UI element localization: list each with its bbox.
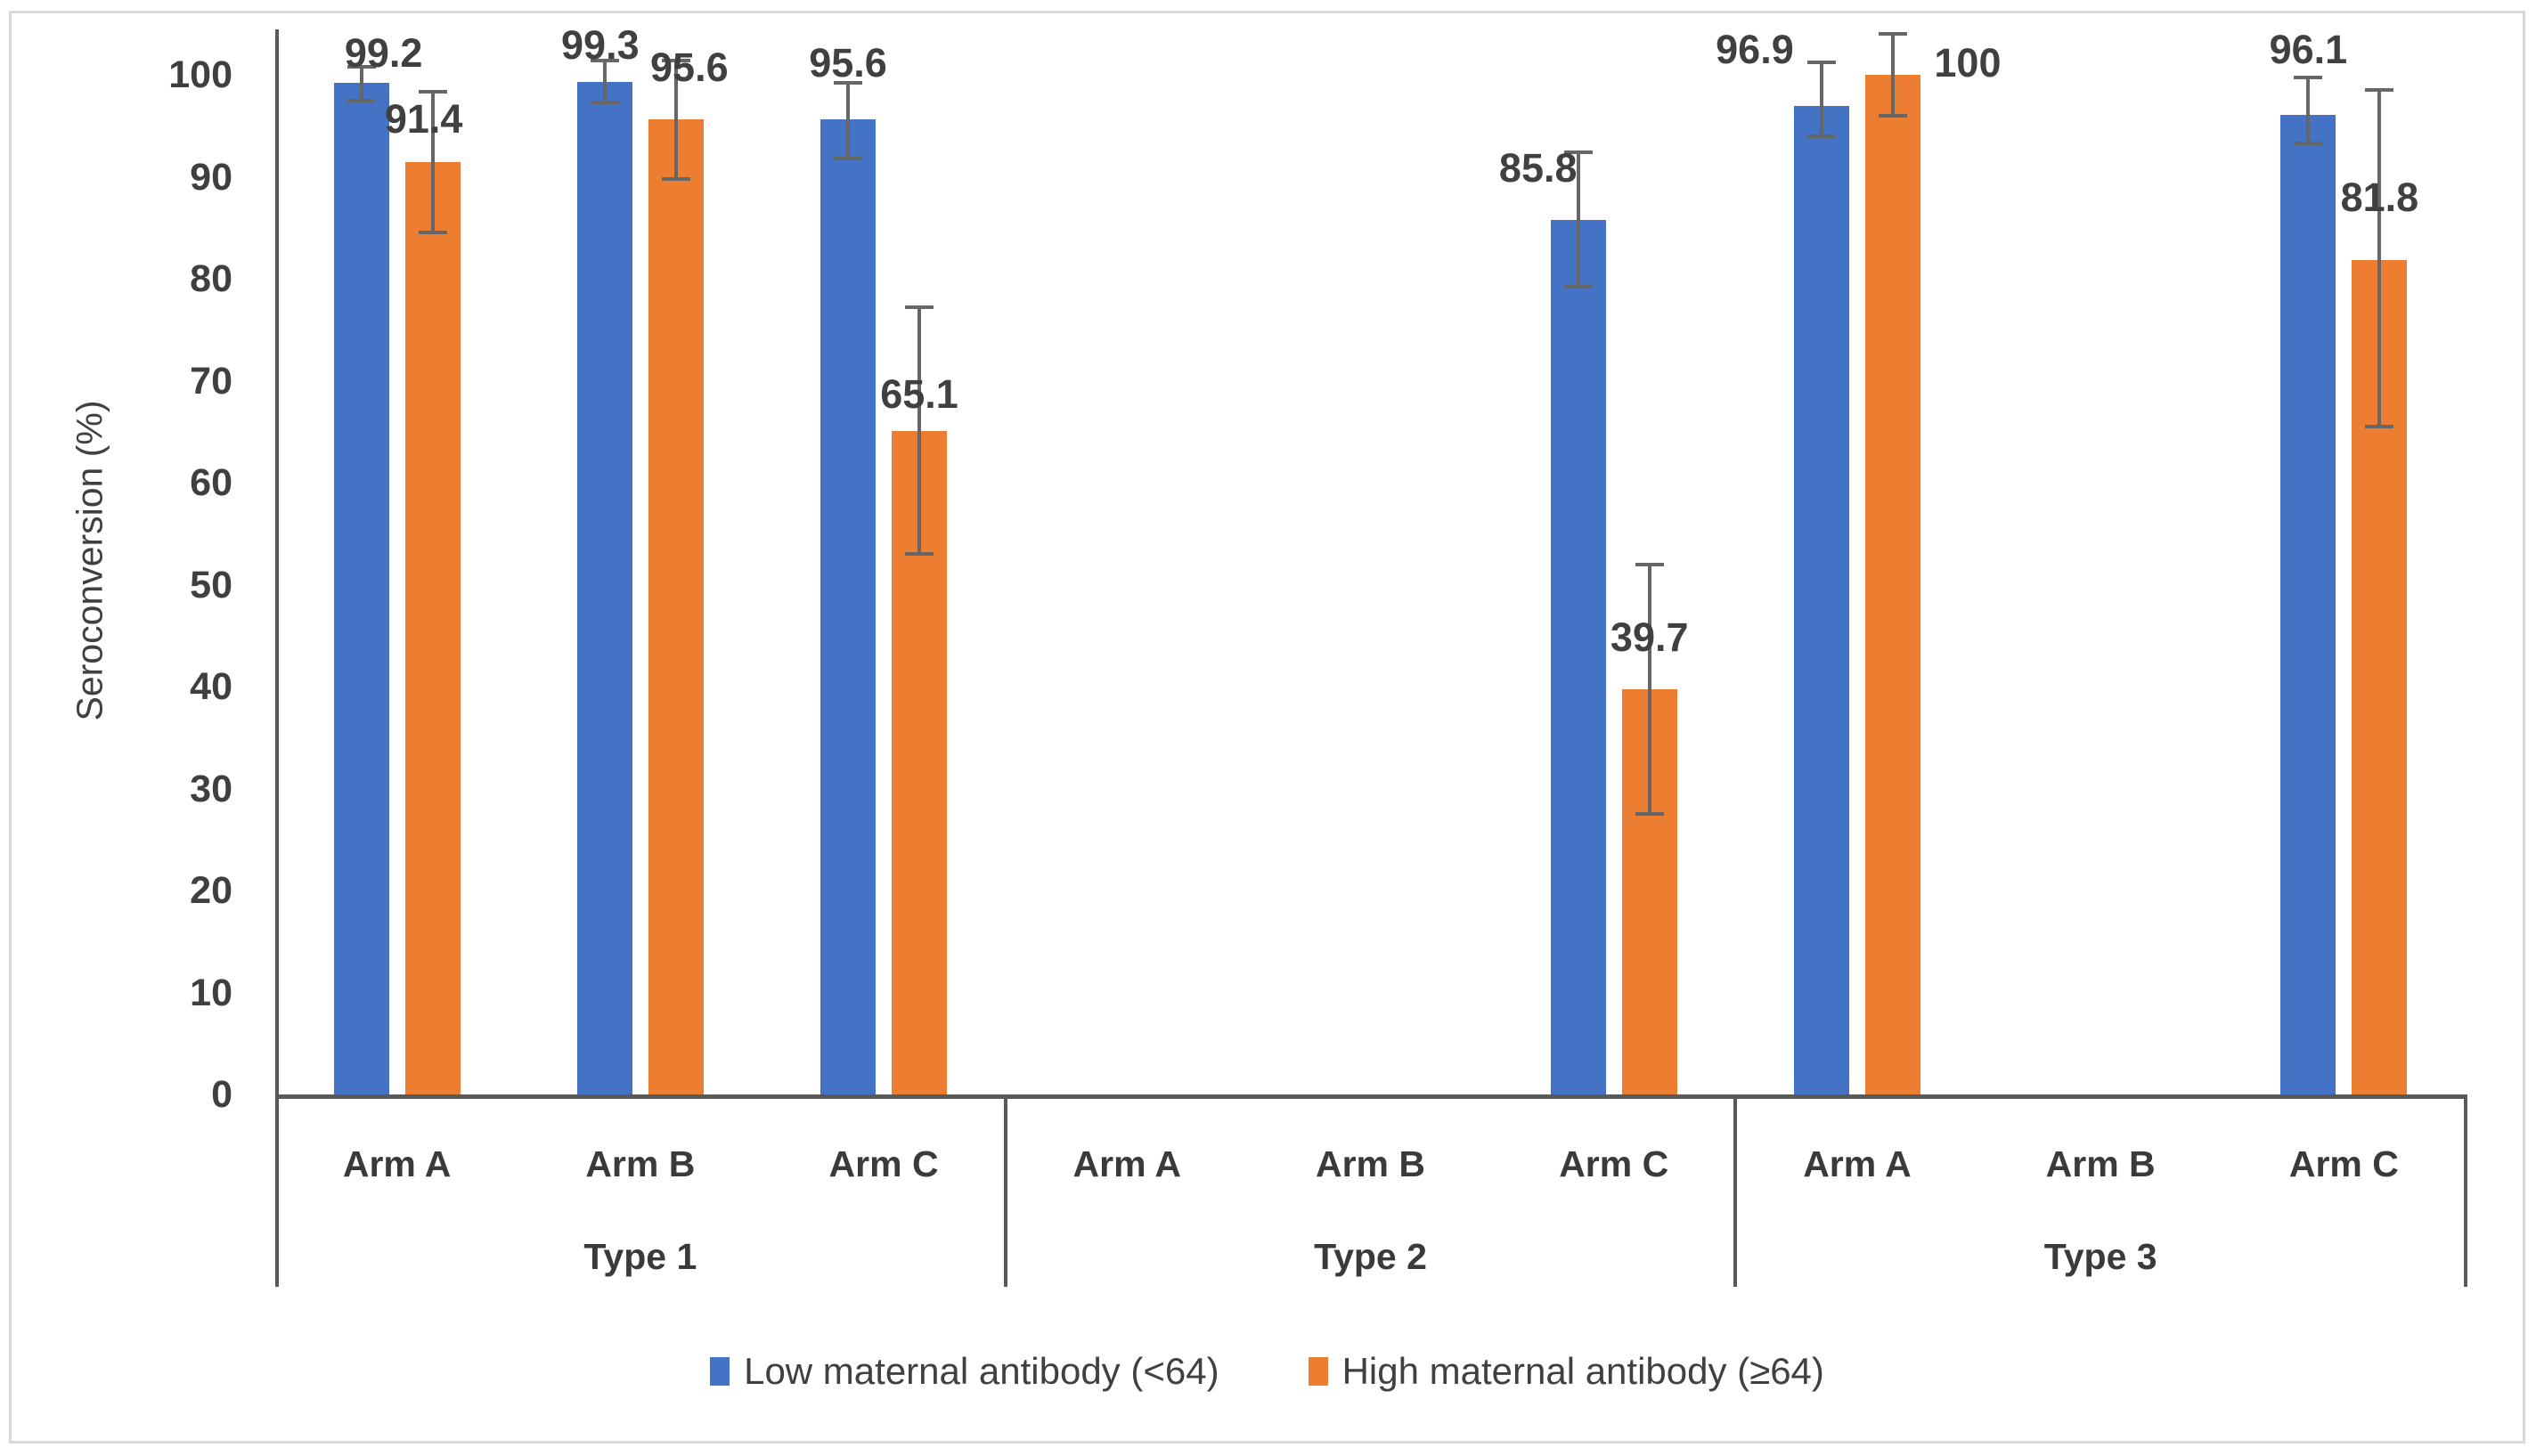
- error-bar-low-type2-armc: [1576, 152, 1580, 288]
- error-bar-low-type1-armb: [602, 60, 607, 102]
- error-cap-top-high-type2-armc: [1635, 562, 1664, 566]
- y-tick-0: 0: [211, 1073, 232, 1116]
- y-tick-80: 80: [190, 257, 232, 300]
- category-label-type2-armc: Arm C: [1559, 1143, 1669, 1184]
- error-bar-low-type1-armc: [846, 83, 851, 159]
- error-cap-bottom-high-type1-arma: [418, 231, 447, 235]
- y-tick-100: 100: [168, 53, 232, 96]
- error-cap-bottom-low-type3-arma: [1806, 134, 1836, 138]
- error-bar-high-type1-arma: [430, 92, 435, 233]
- y-tick-10: 10: [190, 971, 232, 1014]
- category-label-type1-armb: Arm B: [585, 1143, 696, 1184]
- category-label-type3-armc: Arm C: [2288, 1143, 2399, 1184]
- x-axis-line: [275, 1094, 2466, 1099]
- error-cap-top-high-type1-armb: [661, 58, 690, 62]
- error-bar-high-type2-armc: [1647, 564, 1651, 815]
- y-tick-30: 30: [190, 767, 232, 810]
- group-label-type2: Type 2: [1314, 1236, 1427, 1277]
- legend-item-low: Low maternal antibody (<64): [710, 1349, 1219, 1394]
- category-label-type3-arma: Arm A: [1803, 1143, 1912, 1184]
- data-label-low-type3-arma: 96.9: [1716, 27, 1794, 73]
- bar-high-type1-armb: [648, 119, 704, 1094]
- bar-low-type2-armc: [1550, 219, 1606, 1094]
- error-cap-top-low-type3-arma: [1806, 61, 1836, 65]
- data-label-low-type3-armc: 96.1: [2269, 26, 2348, 72]
- category-label-type1-arma: Arm A: [342, 1143, 452, 1184]
- bar-low-type1-armc: [820, 119, 877, 1094]
- error-bar-low-type3-arma: [1819, 62, 1823, 136]
- error-bar-high-type3-arma: [1890, 34, 1895, 116]
- data-label-low-type1-armc: 95.6: [809, 40, 887, 86]
- data-label-high-type3-armc: 81.8: [2340, 175, 2419, 221]
- data-label-high-type1-armb: 95.6: [650, 45, 729, 91]
- group-separator-2: [1733, 1094, 1738, 1287]
- legend: Low maternal antibody (<64) High materna…: [12, 1349, 2523, 1394]
- data-label-high-type1-arma: 91.4: [384, 96, 463, 142]
- legend-label-low: Low maternal antibody (<64): [744, 1350, 1219, 1392]
- error-cap-top-high-type1-arma: [418, 90, 447, 94]
- error-cap-top-low-type1-armc: [834, 81, 863, 85]
- legend-label-high: High maternal antibody (≥64): [1341, 1350, 1824, 1392]
- error-cap-bottom-low-type1-armc: [834, 156, 863, 160]
- bar-low-type1-arma: [333, 83, 389, 1094]
- category-label-type2-arma: Arm A: [1072, 1143, 1182, 1184]
- data-label-high-type2-armc: 39.7: [1610, 614, 1689, 661]
- error-bar-low-type3-armc: [2306, 77, 2311, 143]
- error-bar-high-type1-armb: [673, 60, 678, 179]
- bar-high-type1-arma: [404, 162, 461, 1094]
- data-label-low-type2-armc: 85.8: [1498, 144, 1578, 191]
- bar-low-type3-armc: [2280, 114, 2336, 1094]
- error-cap-top-high-type3-arma: [1878, 32, 1907, 37]
- category-label-type2-armb: Arm B: [1315, 1143, 1426, 1184]
- data-label-low-type1-arma: 99.2: [344, 30, 423, 77]
- y-tick-70: 70: [190, 359, 232, 403]
- bar-low-type1-armb: [576, 82, 632, 1094]
- category-label-type1-armc: Arm C: [828, 1143, 939, 1184]
- y-tick-40: 40: [190, 665, 232, 708]
- bar-low-type3-arma: [1793, 106, 1849, 1094]
- legend-swatch-low: [710, 1357, 730, 1386]
- y-tick-20: 20: [190, 869, 232, 912]
- error-cap-top-low-type1-arma: [347, 64, 376, 69]
- error-cap-bottom-low-type3-armc: [2294, 141, 2323, 145]
- error-cap-bottom-high-type2-armc: [1635, 812, 1664, 817]
- error-cap-bottom-high-type3-arma: [1878, 113, 1907, 118]
- group-label-type3: Type 3: [2043, 1236, 2157, 1277]
- y-tick-90: 90: [190, 155, 232, 199]
- y-tick-50: 50: [190, 563, 232, 606]
- error-cap-bottom-high-type1-armb: [661, 176, 690, 181]
- category-label-type3-armb: Arm B: [2045, 1143, 2156, 1184]
- legend-swatch-high: [1308, 1357, 1328, 1386]
- error-cap-bottom-high-type1-armc: [905, 552, 934, 557]
- group-separator-1: [1003, 1094, 1007, 1287]
- error-cap-top-low-type1-armb: [590, 58, 619, 62]
- data-label-low-type1-armb: 99.3: [561, 22, 640, 68]
- data-label-high-type3-arma: 100: [1934, 40, 2002, 85]
- error-cap-top-low-type2-armc: [1563, 150, 1593, 155]
- data-label-high-type1-armc: 65.1: [880, 370, 958, 417]
- plot-area: 0 10 20 30 40 50 60 70 80 90 100 99.2 99.3 95.6 85.8 96…: [12, 13, 2523, 1441]
- chart-figure: 0 10 20 30 40 50 60 70 80 90 100 99.2 99.3 95.6 85.8 96…: [9, 11, 2525, 1444]
- y-axis-title: Seroconversion (%): [69, 400, 110, 721]
- error-cap-bottom-low-type1-armb: [590, 100, 619, 104]
- y-tick-60: 60: [190, 461, 232, 504]
- error-bar-high-type1-armc: [917, 307, 922, 555]
- error-cap-top-high-type3-armc: [2365, 88, 2394, 93]
- group-separator-3: [2464, 1094, 2467, 1287]
- y-axis-line: [275, 29, 279, 1287]
- error-cap-bottom-low-type2-armc: [1563, 285, 1593, 289]
- error-cap-bottom-high-type3-armc: [2365, 425, 2394, 429]
- legend-item-high: High maternal antibody (≥64): [1308, 1349, 1824, 1394]
- error-cap-top-low-type3-armc: [2294, 76, 2323, 80]
- error-bar-high-type3-armc: [2377, 90, 2382, 427]
- error-bar-low-type1-arma: [359, 66, 363, 101]
- group-label-type1: Type 1: [583, 1236, 697, 1277]
- bar-high-type3-arma: [1864, 75, 1920, 1094]
- error-cap-top-high-type1-armc: [905, 305, 934, 310]
- error-cap-bottom-low-type1-arma: [347, 98, 376, 102]
